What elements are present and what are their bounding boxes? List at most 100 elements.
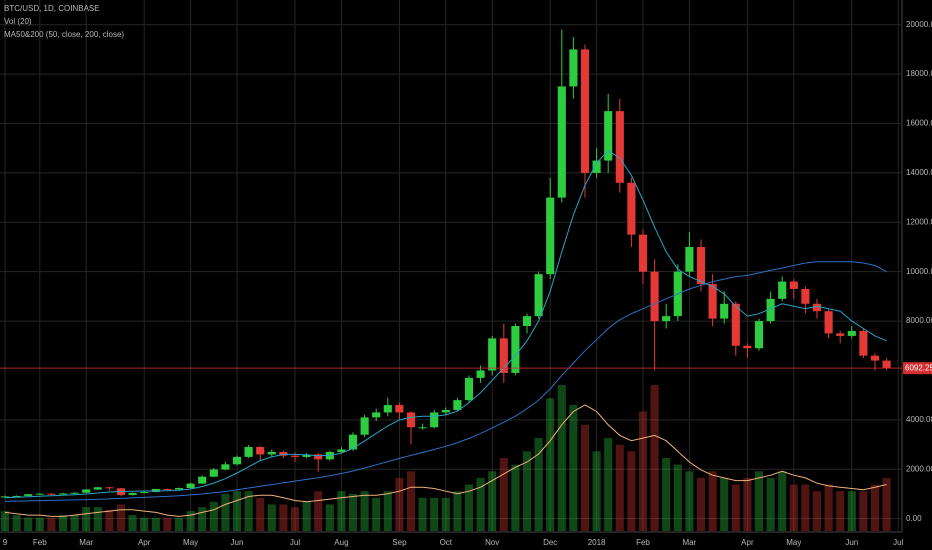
- candle-body: [82, 489, 91, 493]
- volume-bar: [534, 438, 543, 531]
- candle-body: [812, 303, 822, 312]
- candle-body: [453, 400, 462, 410]
- volume-bar: [580, 424, 590, 531]
- candle-body: [522, 316, 532, 327]
- volume-bar: [93, 507, 102, 531]
- candle-body: [395, 405, 404, 413]
- candle-body: [418, 427, 427, 429]
- plot: [0, 29, 902, 531]
- candle-body: [70, 492, 79, 494]
- volume-bar: [673, 464, 682, 531]
- candle-body: [708, 284, 717, 319]
- volume-bar: [186, 511, 195, 531]
- candle-body: [140, 491, 149, 493]
- volume-bar: [696, 477, 706, 531]
- last-price-label: 6092.25: [905, 363, 932, 372]
- y-tick-label: 20000.00: [906, 20, 932, 29]
- candle-body: [778, 281, 787, 299]
- x-tick-label: 2018: [588, 538, 606, 547]
- candle-body: [882, 360, 891, 368]
- volume-bar: [476, 477, 485, 531]
- y-tick-label: 12000.00: [906, 217, 932, 226]
- candle-body: [279, 451, 288, 456]
- candle-body: [348, 434, 358, 450]
- candle-body: [302, 454, 311, 457]
- volume-bar: [0, 511, 10, 531]
- volume-bar: [569, 404, 578, 531]
- candle-body: [870, 355, 880, 361]
- volume-bar: [418, 497, 427, 531]
- volume-bar: [128, 515, 137, 531]
- x-tick-label: May: [786, 538, 801, 547]
- volume-bar: [209, 501, 218, 531]
- volume-bar: [847, 491, 856, 531]
- x-tick-label: May: [183, 538, 198, 547]
- volume-bar: [812, 491, 822, 531]
- volume-bar: [754, 471, 764, 531]
- x-tick-label: Mar: [79, 538, 93, 547]
- candle-body: [372, 412, 381, 418]
- volume-bar: [116, 504, 126, 531]
- volume-bar: [406, 471, 416, 531]
- volume-bar: [232, 491, 242, 531]
- candle-body: [430, 412, 439, 428]
- candle-body: [198, 476, 207, 484]
- x-tick-label: Jul: [893, 538, 903, 547]
- volume-bar: [221, 493, 230, 531]
- candle-body: [754, 321, 764, 349]
- volume-bar: [290, 507, 300, 531]
- x-tick-label: Dec: [543, 538, 557, 547]
- candle-body: [615, 111, 624, 183]
- indicator-label: MA50&200 (50, close, 200, close): [4, 30, 124, 39]
- candle-body: [128, 492, 137, 495]
- x-tick-label: Sep: [392, 538, 407, 547]
- volume-bar: [314, 491, 323, 531]
- candle-body: [488, 338, 497, 371]
- y-tick-label: 0.00: [906, 514, 922, 523]
- candle-body: [766, 298, 775, 322]
- volume-bar: [511, 464, 520, 531]
- volume-bar: [638, 411, 648, 531]
- moving-average-line: [4, 150, 887, 499]
- volume-bar: [627, 451, 636, 531]
- candle-body: [696, 246, 706, 285]
- volume-bar: [302, 501, 311, 531]
- candle-body: [627, 182, 636, 235]
- volume-bar: [383, 491, 392, 531]
- volume-bar: [12, 515, 21, 531]
- x-tick-label: 9: [3, 538, 8, 547]
- volume-bar: [662, 457, 671, 531]
- candle-body: [244, 447, 253, 457]
- candle-body: [151, 489, 160, 492]
- volume-bar: [174, 517, 184, 531]
- volume-bar: [441, 497, 450, 531]
- candle-body: [511, 326, 520, 373]
- candle-body: [186, 483, 195, 489]
- x-tick-label: Jun: [845, 538, 858, 547]
- volume-bar: [731, 484, 740, 531]
- candle-body: [163, 489, 172, 491]
- candle-body: [383, 405, 392, 413]
- volume-bar: [801, 484, 810, 531]
- volume-bar: [592, 451, 601, 531]
- volume-bar: [499, 457, 508, 531]
- labels: BTC/USD, 1D, COINBASE Vol (20) MA50&200 …: [3, 4, 932, 547]
- x-tick-label: Jun: [231, 538, 244, 547]
- volume-ma-line: [4, 404, 887, 517]
- volume-bar: [279, 504, 288, 531]
- volume-bar: [870, 484, 880, 531]
- moving-average-line: [4, 261, 887, 502]
- candle-body: [47, 493, 56, 495]
- candle-body: [476, 370, 485, 378]
- x-tick-label: Feb: [33, 538, 47, 547]
- volume-bar: [58, 515, 68, 531]
- volume-bar: [325, 504, 334, 531]
- candle-body: [464, 377, 474, 401]
- candle-body: [592, 160, 601, 173]
- candle-body: [360, 417, 369, 435]
- candle-body: [662, 316, 671, 322]
- candle-body: [534, 274, 543, 317]
- volume-bar: [70, 515, 79, 531]
- candle-body: [720, 303, 729, 319]
